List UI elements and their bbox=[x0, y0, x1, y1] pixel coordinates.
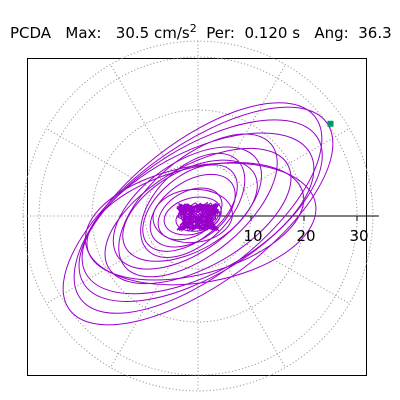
orbit-loop-8 bbox=[122, 159, 258, 262]
marker-layer bbox=[327, 120, 334, 127]
ang-value: 36.3 bbox=[358, 24, 392, 42]
orbit-trace bbox=[62, 102, 334, 326]
grid-spoke-30 bbox=[243, 128, 350, 190]
orbit-loop-5 bbox=[149, 173, 236, 248]
orbit-loop-6 bbox=[142, 164, 238, 252]
plot-frame bbox=[27, 58, 367, 376]
ang-label: Ang: bbox=[314, 24, 349, 42]
max-label: Max: bbox=[65, 24, 102, 42]
channel-label: PCDA bbox=[10, 24, 52, 42]
orbit-loop-7 bbox=[140, 152, 246, 258]
tick-labels: 10 20 30 bbox=[243, 227, 368, 245]
peak-marker bbox=[327, 120, 334, 127]
grid-spoke-300 bbox=[224, 261, 286, 368]
x-tick-label-10: 10 bbox=[243, 227, 262, 245]
orbit-loop-2 bbox=[163, 196, 222, 236]
x-tick-label-30: 30 bbox=[349, 227, 368, 245]
per-label: Per: bbox=[206, 24, 235, 42]
grid-spoke-120 bbox=[110, 64, 172, 171]
per-value: 0.120 s bbox=[244, 24, 301, 42]
orbit-loop-14 bbox=[81, 132, 315, 295]
x-tick-label-20: 20 bbox=[296, 227, 315, 245]
orbit-loop-16 bbox=[73, 102, 323, 314]
orbit-loop-3 bbox=[157, 187, 223, 241]
orbit-loop-13 bbox=[84, 162, 317, 286]
grid-spoke-210 bbox=[46, 242, 153, 304]
max-value: 30.5 bbox=[115, 24, 150, 42]
orbit-core bbox=[175, 201, 221, 233]
chart-header: PCDA Max: 30.5 cm/s2 Per: 0.120 s Ang: 3… bbox=[10, 20, 392, 42]
orbit-loop-9 bbox=[112, 146, 263, 270]
orbit-loop-15 bbox=[78, 119, 323, 302]
max-unit-exponent: 2 bbox=[189, 22, 197, 35]
max-unit: cm/s bbox=[153, 24, 190, 42]
orbit-loop-10 bbox=[118, 133, 278, 278]
orbit-loop-17 bbox=[62, 106, 334, 326]
